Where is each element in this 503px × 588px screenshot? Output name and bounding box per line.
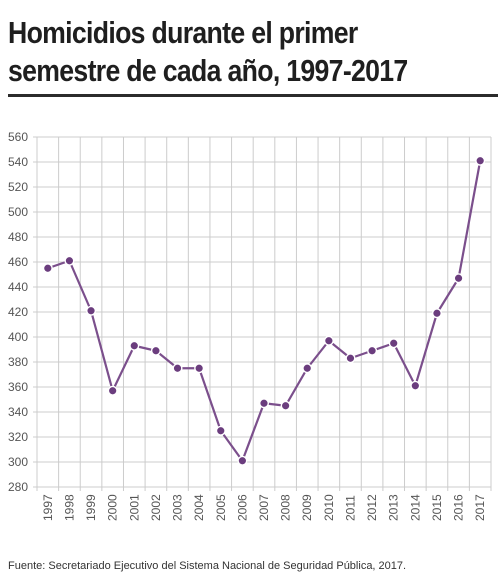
data-point	[259, 398, 270, 409]
data-point	[453, 273, 464, 284]
x-tick-label: 2012	[365, 494, 379, 521]
data-point	[323, 335, 334, 346]
data-point	[388, 338, 399, 349]
y-tick-label: 440	[8, 280, 28, 294]
y-tick-label: 360	[8, 380, 28, 394]
data-point	[129, 340, 140, 351]
x-axis-ticks: 1997 1998 1999 2000 2001 2002 2003 2004 2005 2006…	[41, 494, 487, 521]
y-tick-label: 320	[8, 430, 28, 444]
x-tick-label: 2002	[149, 494, 163, 521]
data-point	[345, 353, 356, 364]
data-point	[42, 263, 53, 274]
x-tick-label: 1998	[62, 494, 76, 521]
data-point	[280, 400, 291, 411]
series-line	[47, 160, 482, 462]
x-tick-label: 2009	[300, 494, 314, 521]
y-tick-label: 300	[8, 455, 28, 469]
y-axis-ticks: 280 300 320 340 360 380 400 420 440 460 480 500 520 5…	[8, 130, 28, 494]
line-chart: 280 300 320 340 360 380 400 420 440 460 480 500 520 5…	[8, 130, 492, 521]
data-point	[107, 385, 118, 396]
title-line-2: semestre de cada año, 1997-2017	[8, 53, 408, 88]
y-tick-label: 400	[8, 330, 28, 344]
data-point	[150, 345, 161, 356]
y-tick-label: 460	[8, 255, 28, 269]
y-tick-label: 380	[8, 355, 28, 369]
data-point	[194, 363, 205, 374]
source-note: Fuente: Secretariado Ejecutivo del Siste…	[8, 560, 407, 572]
series	[42, 155, 486, 466]
x-tick-label: 1997	[41, 494, 55, 521]
x-tick-label: 2013	[387, 494, 401, 521]
data-point	[410, 380, 421, 391]
x-tick-label: 2005	[214, 494, 228, 521]
data-point	[475, 155, 486, 166]
data-point	[64, 255, 75, 266]
x-tick-label: 2016	[452, 494, 466, 521]
y-tick-label: 520	[8, 180, 28, 194]
x-tick-label: 2017	[473, 494, 487, 521]
x-tick-label: 2008	[279, 494, 293, 521]
y-tick-label: 480	[8, 230, 28, 244]
title-rule	[8, 94, 498, 97]
data-point	[172, 363, 183, 374]
x-tick-label: 2015	[430, 494, 444, 521]
y-tick-label: 500	[8, 205, 28, 219]
x-tick-label: 1999	[84, 494, 98, 521]
data-point	[302, 363, 313, 374]
x-tick-label: 2011	[343, 495, 357, 521]
y-tick-label: 340	[8, 405, 28, 419]
y-tick-label: 280	[8, 480, 28, 494]
y-tick-label: 540	[8, 155, 28, 169]
x-tick-label: 2014	[408, 494, 422, 521]
grid	[33, 136, 492, 491]
y-tick-label: 560	[8, 130, 28, 144]
data-point	[431, 308, 442, 319]
data-point	[86, 305, 97, 316]
data-point	[367, 345, 378, 356]
x-tick-label: 2000	[106, 494, 120, 521]
x-tick-label: 2006	[235, 494, 249, 521]
x-tick-label: 2007	[257, 494, 271, 521]
x-tick-label: 2001	[127, 494, 141, 521]
chart-title: Homicidios durante el primer semestre de…	[8, 14, 429, 90]
title-line-1: Homicidios durante el primer	[8, 15, 358, 50]
x-tick-label: 2010	[322, 494, 336, 521]
y-tick-label: 420	[8, 305, 28, 319]
x-tick-label: 2004	[192, 494, 206, 521]
x-tick-label: 2003	[171, 494, 185, 521]
data-point	[237, 455, 248, 466]
data-point	[215, 425, 226, 436]
